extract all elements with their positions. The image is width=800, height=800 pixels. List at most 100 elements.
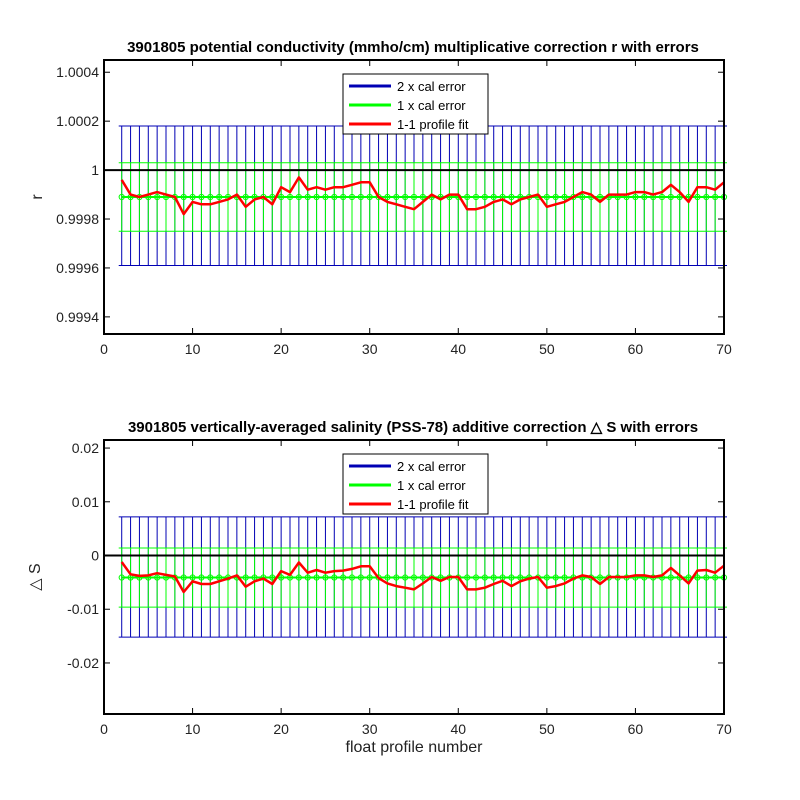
mapped-value-marker [189, 193, 196, 201]
mapped-value-marker [561, 193, 568, 201]
salinity-correction-plot: 3901805 vertically-averaged salinity (PS… [27, 419, 732, 737]
conductivity-correction-plot: 3901805 potential conductivity (mmho/cm)… [29, 39, 732, 357]
mapped-value-marker [596, 574, 604, 581]
x-tick-label: 60 [628, 341, 644, 357]
mapped-value-marker [375, 193, 382, 201]
mapped-value-marker [357, 193, 364, 201]
legend-label-2x-cal-error: 2 x cal error [397, 459, 466, 474]
mapped-value-marker [322, 574, 329, 581]
mapped-value-marker [570, 193, 577, 201]
mapped-value-marker [596, 193, 604, 201]
mapped-value-marker [658, 193, 666, 201]
y-tick-label: -0.02 [67, 655, 99, 671]
legend-label-1x-cal-error: 1 x cal error [397, 98, 466, 113]
x-tick-label: 30 [362, 721, 378, 737]
mapped-value-marker [278, 574, 285, 581]
legend-label-2x-cal-error: 2 x cal error [397, 79, 466, 94]
mapped-value-marker [464, 574, 471, 581]
mapped-value-marker [419, 193, 426, 201]
mapped-value-marker [561, 574, 568, 581]
mapped-value-marker [242, 574, 249, 581]
mapped-value-marker [180, 574, 187, 581]
x-tick-label: 40 [450, 341, 466, 357]
legend: 2 x cal error 1 x cal error 1-1 profile … [342, 453, 489, 515]
x-tick-label: 50 [539, 341, 555, 357]
x-axis-label: float profile number [346, 739, 484, 756]
mapped-value-marker [472, 574, 480, 581]
mapped-value-marker [260, 574, 267, 581]
mapped-value-marker [198, 193, 205, 201]
mapped-value-marker [242, 193, 249, 201]
axis-ticks: 0 10 20 30 40 50 60 70 0.9994 0.9996 0.9998 1 1.0002… [56, 60, 732, 357]
x-tick-label: 70 [716, 721, 732, 737]
mapped-value-marker [340, 193, 347, 201]
axes-frame [103, 439, 725, 715]
mapped-value-marker [393, 574, 400, 581]
mapped-value-marker [366, 193, 373, 201]
mapped-value-marker [410, 193, 418, 201]
mapped-value-marker [393, 193, 400, 201]
mapped-value-marker [402, 193, 409, 201]
mapped-value-marker [198, 574, 205, 581]
mapped-value-marker [712, 193, 719, 201]
x-tick-label: 70 [716, 341, 732, 357]
mapped-value [118, 193, 728, 201]
x-tick-label: 40 [450, 721, 466, 737]
axes-frame [103, 59, 725, 335]
x-tick-label: 20 [273, 721, 289, 737]
legend-label-profile-fit: 1-1 profile fit [397, 497, 469, 512]
axis-ticks: 0 10 20 30 40 50 60 70 -0.02 -0.01 0 0.01 0.02 [67, 440, 732, 737]
mapped-value-marker [481, 574, 488, 581]
mapped-value-marker [216, 193, 223, 201]
mapped-value-marker [712, 574, 719, 581]
y-tick-label: 0.9996 [56, 260, 99, 276]
y-tick-label: 0 [91, 548, 99, 564]
mapped-value-marker [694, 574, 701, 581]
mapped-value-marker [313, 193, 320, 201]
y-tick-label: 1 [91, 162, 99, 178]
mapped-value-marker [384, 193, 391, 201]
x-tick-label: 0 [100, 721, 108, 737]
x-tick-label: 20 [273, 341, 289, 357]
mapped-value-marker [676, 193, 683, 201]
mapped-value-marker [295, 574, 302, 581]
mapped-value-marker [703, 193, 710, 201]
mapped-value-marker [419, 574, 426, 581]
mapped-value-marker [543, 574, 550, 581]
plot-title: 3901805 vertically-averaged salinity (PS… [128, 419, 698, 436]
mapped-value-marker [508, 193, 515, 201]
y-tick-label: 0.9994 [56, 309, 99, 325]
mapped-value-marker [402, 574, 409, 581]
mapped-value-marker [207, 574, 214, 581]
mapped-value-marker [694, 193, 701, 201]
mapped-value-marker [207, 193, 214, 201]
profile-fit-line [120, 561, 725, 594]
mapped-value-marker [552, 574, 559, 581]
mapped-value-marker [667, 574, 674, 581]
mapped-value-marker [331, 574, 338, 581]
mapped-value-marker [331, 193, 338, 201]
mapped-value-marker [304, 574, 311, 581]
plot-content [104, 516, 728, 638]
mapped-value-marker [508, 574, 515, 581]
mapped-value-marker [472, 193, 480, 201]
y-tick-label: -0.01 [67, 601, 99, 617]
x-tick-label: 60 [628, 721, 644, 737]
mapped-value-marker [384, 574, 391, 581]
y-tick-label: 0.02 [72, 440, 99, 456]
mapped-value-marker [641, 193, 648, 201]
mapped-value-marker [357, 574, 364, 581]
mapped-value-marker [410, 574, 418, 581]
mapped-value-marker [154, 193, 161, 201]
y-axis-label: △ S [27, 563, 44, 590]
mapped-value-marker [180, 193, 187, 201]
mapped-value-marker [366, 574, 373, 581]
mapped-value-marker [703, 574, 710, 581]
mapped-value-marker [490, 574, 497, 581]
legend: 2 x cal error 1 x cal error 1-1 profile … [342, 73, 489, 135]
mapped-value-marker [286, 193, 294, 201]
mapped-value-marker [340, 574, 347, 581]
mapped-value-marker [632, 193, 639, 201]
x-tick-label: 30 [362, 341, 378, 357]
mapped-value-marker [295, 193, 302, 201]
